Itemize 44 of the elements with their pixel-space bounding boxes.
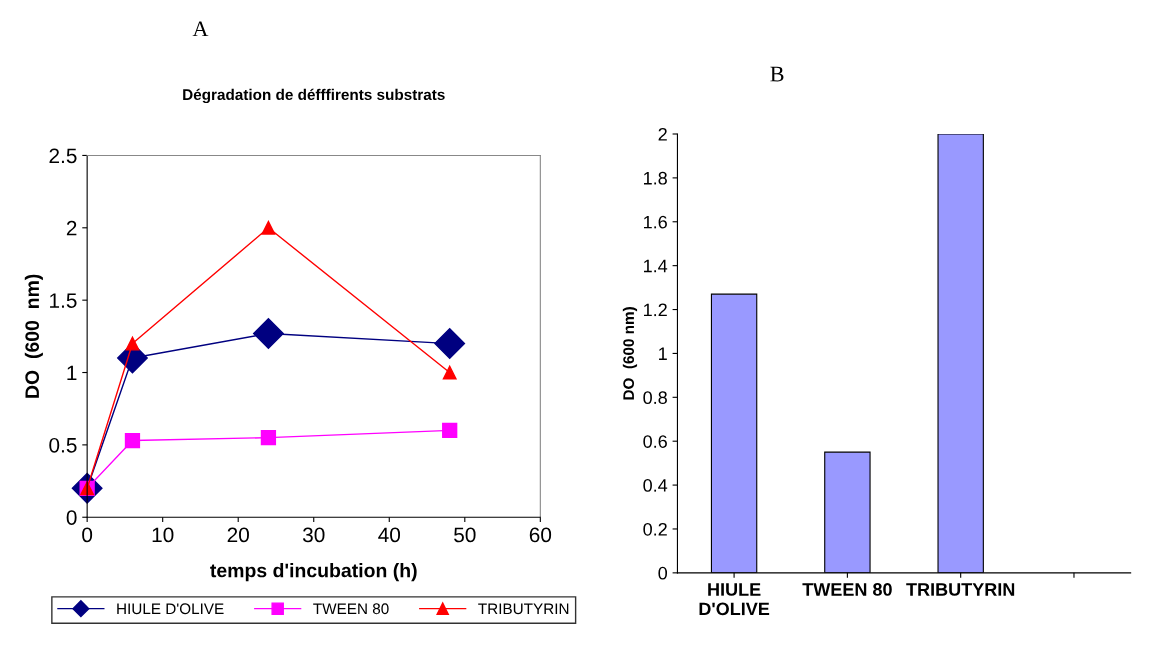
x-tick-label: TRIBUTYRIN	[906, 583, 1015, 596]
x-tick-label: 0	[82, 527, 93, 543]
point	[252, 318, 284, 349]
x-tick-label: TWEEN 80	[802, 583, 892, 596]
y-tick-label: 0.5	[49, 437, 77, 453]
text: B	[770, 66, 784, 82]
text: A	[192, 21, 209, 37]
y-tick-label: 0.2	[643, 522, 667, 536]
point	[260, 430, 277, 446]
x-tick-label: 30	[302, 527, 325, 543]
legend-label: TRIBUTYRIN	[478, 603, 569, 615]
chart-title: Dégradation de défffirents substrats	[183, 88, 445, 104]
x-tick-label: HIULE D'OLIVE	[699, 583, 770, 616]
y-tick-label: 1	[67, 365, 77, 381]
y-tick-label: 0	[66, 510, 77, 525]
y-tick-label: 1.4	[644, 259, 668, 273]
point	[434, 328, 466, 360]
legend-label: HIULE D'OLIVE	[117, 603, 224, 615]
point	[125, 336, 140, 351]
x-tick-label: 60	[529, 527, 552, 543]
y-tick-label: 2	[66, 220, 77, 236]
x-tick-label: 40	[378, 527, 401, 543]
legend-label: TWEEN 80	[313, 603, 389, 615]
point	[442, 422, 458, 439]
x-tick-label: 50	[454, 527, 476, 543]
y-axis-title: DO (600 nm)	[622, 307, 638, 400]
y-axis-title: DO (600 nm)	[24, 274, 43, 398]
point	[261, 220, 276, 235]
y-tick-label: 1.6	[644, 215, 667, 229]
y-tick-label: 0.8	[643, 391, 667, 405]
y-tick-label: 0	[658, 566, 668, 580]
y-tick-label: 0.6	[643, 435, 667, 448]
x-tick-label: 20	[227, 527, 249, 543]
y-tick-label: 2	[658, 127, 667, 141]
x-axis-title: temps d'incubation (h)	[210, 563, 417, 582]
y-tick-label: 0.4	[643, 479, 668, 492]
y-tick-label: 2.5	[49, 148, 77, 164]
x-tick-label: 10	[152, 527, 174, 543]
y-tick-label: 1.2	[644, 303, 667, 317]
y-tick-label: 1	[659, 347, 667, 360]
y-tick-label: 1.5	[50, 293, 77, 308]
point	[442, 365, 457, 380]
y-tick-label: 1.8	[644, 171, 667, 185]
point	[124, 432, 141, 449]
